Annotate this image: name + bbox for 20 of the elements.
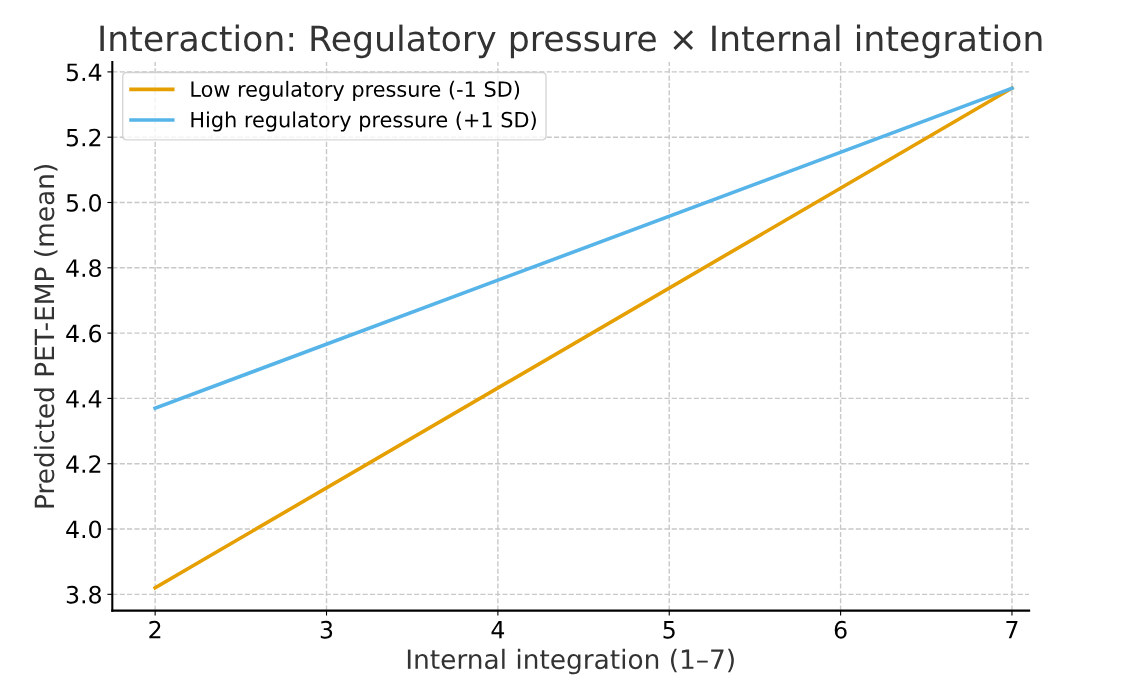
y-tick-label: 4.6	[66, 324, 102, 343]
x-axis-title: Internal integration (1–7)	[407, 648, 734, 675]
chart-title: Interaction: Regulatory pressure × Internal integration	[100, 24, 1042, 59]
y-tick-label: 5.0	[66, 193, 102, 212]
x-tick-label: 7	[1006, 621, 1018, 639]
y-axis-title: Predicted PET-EMP (mean)	[33, 165, 58, 508]
y-tick-label: 4.8	[66, 259, 101, 278]
y-tick-label: 3.8	[66, 585, 101, 604]
x-tick-label: 4	[491, 621, 505, 639]
y-tick-label: 4.2	[66, 455, 101, 473]
x-tick-label: 6	[834, 620, 847, 639]
y-tick-label: 4.4	[66, 390, 102, 408]
y-tick-label: 4.0	[66, 520, 102, 539]
legend-label: Low regulatory pressure (-1 SD)	[191, 80, 520, 102]
x-tick-label: 2	[149, 620, 161, 639]
x-tick-label: 5	[663, 621, 675, 639]
y-tick-label: 5.2	[66, 128, 101, 147]
y-tick-label: 5.4	[66, 63, 102, 82]
x-tick-label: 3	[320, 620, 333, 639]
legend-label: High regulatory pressure (+1 SD)	[191, 111, 536, 132]
